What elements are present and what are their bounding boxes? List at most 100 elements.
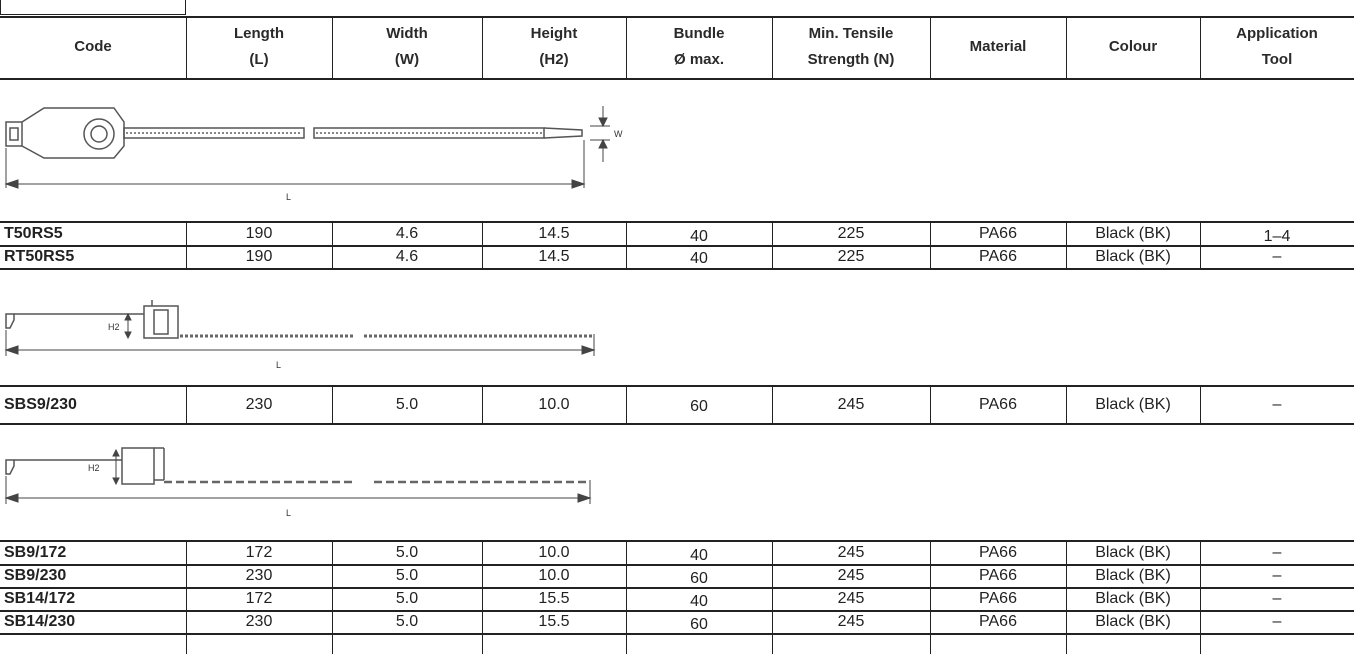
cell-material: PA66 [979, 396, 1017, 413]
table-rule [0, 423, 1354, 425]
header-length-line2: (L) [249, 51, 269, 68]
table-rule [0, 610, 1354, 612]
cell-divider [1066, 221, 1067, 268]
dim-label-l: L [286, 192, 291, 202]
cell-tensile: 245 [837, 590, 865, 607]
table-row: T50RS5 190 4.6 14.5 40 225 PA66 Black (B… [0, 223, 1354, 245]
header-colour: Colour [1066, 16, 1200, 78]
cell-height: 14.5 [538, 225, 570, 242]
cell-divider [930, 540, 931, 654]
header-tensile-line2: Strength (N) [807, 51, 895, 68]
header-divider [626, 16, 627, 78]
header-height-line2: (H2) [539, 51, 569, 68]
cell-code: T50RS5 [4, 225, 63, 242]
cell-code: SB9/230 [4, 567, 67, 584]
header-material: Material [930, 16, 1066, 78]
cell-divider [186, 540, 187, 654]
cell-material: PA66 [979, 248, 1017, 265]
header-material-line1: Material [969, 38, 1027, 55]
header-height: Height (H2) [482, 16, 626, 78]
header-bottom-rule [0, 78, 1354, 80]
cell-bundle: 60 [690, 616, 708, 633]
cell-height: 10.0 [538, 567, 570, 584]
cell-height: 10.0 [538, 544, 570, 561]
cell-colour: Black (BK) [1095, 544, 1171, 561]
cell-divider [1200, 540, 1201, 654]
cell-colour: Black (BK) [1095, 567, 1171, 584]
table-rule [0, 540, 1354, 542]
header-divider [1200, 16, 1201, 78]
header-divider [482, 16, 483, 78]
cable-tie-side-diagram: H2 L [4, 300, 596, 370]
header-length: Length (L) [186, 16, 332, 78]
cell-divider [332, 385, 333, 423]
cell-tool: – [1272, 544, 1282, 561]
header-width-line1: Width [386, 25, 428, 42]
cell-colour: Black (BK) [1095, 225, 1171, 242]
cell-width: 5.0 [395, 613, 419, 630]
cell-height: 15.5 [538, 613, 570, 630]
header-tensile-line1: Min. Tensile [808, 25, 894, 42]
cell-tensile: 245 [837, 396, 865, 413]
cell-bundle: 40 [690, 250, 708, 267]
cell-material: PA66 [979, 544, 1017, 561]
cell-code: SB9/172 [4, 544, 67, 561]
cell-width: 4.6 [395, 225, 419, 242]
cell-material: PA66 [979, 613, 1017, 630]
cell-divider [1200, 385, 1201, 423]
table-rule [0, 633, 1354, 635]
dim-label-h2: H2 [88, 463, 100, 473]
header-divider [772, 16, 773, 78]
cell-divider [332, 221, 333, 268]
cell-tool: – [1272, 567, 1282, 584]
cell-divider [1066, 540, 1067, 654]
dim-label-l: L [276, 360, 281, 370]
cell-divider [930, 385, 931, 423]
table-row: SBS9/230 230 5.0 10.0 60 245 PA66 Black … [0, 394, 1354, 416]
cell-length: 230 [245, 396, 273, 413]
table-rule [0, 268, 1354, 270]
cell-divider [626, 221, 627, 268]
cell-tensile: 245 [837, 613, 865, 630]
cell-tensile: 245 [837, 567, 865, 584]
header-bundle-line2: Ø max. [673, 51, 725, 68]
cell-length: 190 [245, 248, 273, 265]
cell-tool: – [1272, 396, 1282, 413]
cell-code: SB14/172 [4, 590, 76, 607]
cell-colour: Black (BK) [1095, 396, 1171, 413]
cell-length: 230 [245, 567, 273, 584]
cell-colour: Black (BK) [1095, 613, 1171, 630]
cell-bundle: 40 [690, 228, 708, 245]
header-tool-line2: Tool [1261, 51, 1293, 68]
cell-bundle: 40 [690, 547, 708, 564]
cell-width: 5.0 [395, 590, 419, 607]
cell-colour: Black (BK) [1095, 248, 1171, 265]
table-rule [0, 564, 1354, 566]
header-divider [930, 16, 931, 78]
cell-divider [772, 540, 773, 654]
header-tensile: Min. Tensile Strength (N) [772, 16, 930, 78]
cell-code: RT50RS5 [4, 248, 75, 265]
header-bundle: Bundle Ø max. [626, 16, 772, 78]
cell-tool: – [1272, 248, 1282, 265]
cable-tie-eyelet-diagram: W L [4, 106, 623, 202]
cell-bundle: 60 [690, 570, 708, 587]
cell-divider [772, 385, 773, 423]
cell-tensile: 225 [837, 248, 865, 265]
header-top-rule [0, 16, 1354, 18]
cell-tool: – [1272, 590, 1282, 607]
dim-label-w: W [614, 129, 623, 139]
cell-height: 15.5 [538, 590, 570, 607]
cell-length: 190 [245, 225, 273, 242]
table-rule [0, 245, 1354, 247]
table-row: SB9/172 172 5.0 10.0 40 245 PA66 Black (… [0, 542, 1354, 564]
table-row: SB9/230 230 5.0 10.0 60 245 PA66 Black (… [0, 565, 1354, 587]
cell-material: PA66 [979, 567, 1017, 584]
cell-code: SB14/230 [4, 613, 76, 630]
cell-divider [482, 385, 483, 423]
header-divider [186, 16, 187, 78]
dim-label-l: L [286, 508, 291, 518]
cell-bundle: 40 [690, 593, 708, 610]
cell-divider [626, 540, 627, 654]
cell-divider [626, 385, 627, 423]
